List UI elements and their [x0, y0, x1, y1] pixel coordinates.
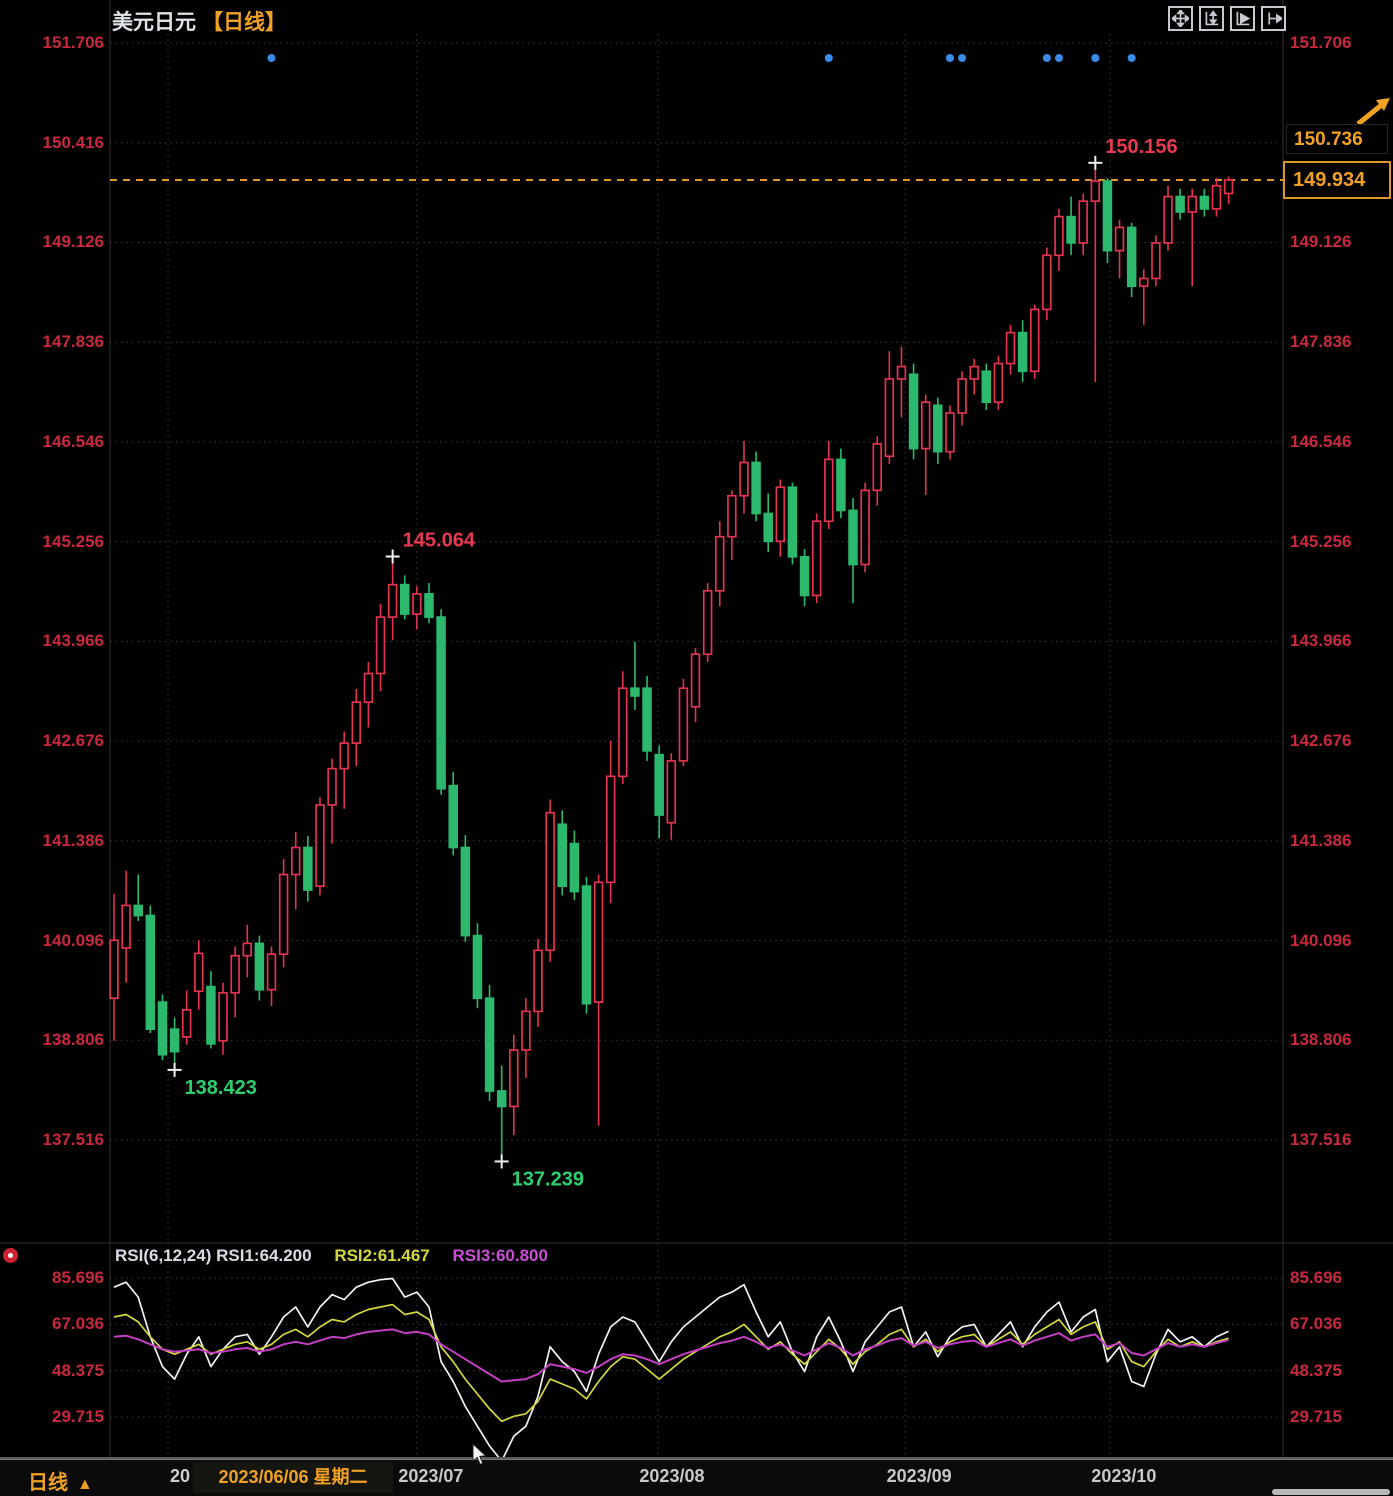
price-axis-label: 143.966 [1290, 631, 1352, 651]
period-dropdown-arrow-icon: ▲ [77, 1476, 93, 1493]
y-axis-scale-icon[interactable] [1199, 6, 1224, 31]
price-axis-label: 149.126 [42, 232, 104, 252]
chart-title: 美元日元 【日线】 [112, 6, 286, 36]
horizontal-scrollbar[interactable] [1272, 1489, 1390, 1495]
price-axis-label: 142.676 [42, 731, 104, 751]
partial-month-label: 20 [170, 1466, 191, 1486]
chart-toolbar [1168, 6, 1286, 31]
extreme-low-label: 138.423 [185, 1077, 257, 1099]
extreme-high-label: 145.064 [403, 529, 476, 551]
price-axis-label: 151.706 [42, 33, 104, 52]
crosshair-date-tooltip: 2023/06/06 星期二 [193, 1462, 393, 1493]
price-axis-label: 149.126 [1290, 232, 1352, 252]
price-axis-label: 142.676 [1290, 731, 1352, 751]
price-up-arrow-icon [1356, 98, 1390, 126]
price-axis-label: 85.696 [1290, 1268, 1342, 1287]
x-axis-play-icon[interactable] [1230, 6, 1255, 31]
price-axis-label: 141.386 [1290, 830, 1352, 850]
signal-dot [945, 54, 954, 62]
price-axis-label: 151.706 [1290, 33, 1352, 52]
month-axis-label: 2023/08 [639, 1466, 705, 1486]
rsi2-value-label: RSI2:61.467 [334, 1246, 430, 1265]
rsi-lines [113, 1277, 1229, 1457]
month-axis-label: 2023/09 [886, 1466, 952, 1486]
month-axis-label: 2023/07 [398, 1466, 464, 1486]
price-axis-label: 138.806 [42, 1030, 104, 1050]
price-axis-label: 137.516 [42, 1130, 104, 1150]
price-axis-label: 137.516 [1290, 1130, 1352, 1150]
price-axis-label: 145.256 [1290, 531, 1352, 551]
jump-to-latest-icon[interactable] [1261, 6, 1286, 31]
current-price-tag: 149.934 [1283, 161, 1391, 199]
period-tag: 【日线】 [202, 11, 286, 34]
signal-dot [267, 54, 276, 62]
signal-dot [958, 54, 967, 62]
price-axis-label: 147.836 [1290, 332, 1352, 352]
price-axis-label: 146.546 [1290, 431, 1352, 451]
extreme-high-label: 150.156 [1105, 136, 1177, 158]
signal-dot [1127, 54, 1136, 62]
symbol-name: 美元日元 [112, 11, 196, 34]
price-axis-label: 143.966 [42, 631, 104, 651]
signal-dot [824, 54, 833, 62]
price-axis-label: 140.096 [42, 930, 104, 950]
period-label-text: 日线 [28, 1472, 68, 1494]
price-axis-label: 29.715 [52, 1407, 104, 1427]
price-axis-label: 146.546 [42, 431, 104, 451]
price-axis-label: 145.256 [42, 531, 104, 551]
month-axis-label: 2023/10 [1091, 1466, 1157, 1486]
signal-dot [1091, 54, 1100, 62]
price-axis-label: 141.386 [42, 830, 104, 850]
price-axis-label: 140.096 [1290, 930, 1352, 950]
price-axis-label: 48.375 [52, 1360, 104, 1380]
session-high-price-tag: 150.736 [1286, 124, 1388, 154]
signal-dot [1054, 54, 1063, 62]
price-axis-label: 48.375 [1290, 1360, 1342, 1380]
price-axis-label: 29.715 [1290, 1407, 1342, 1427]
rsi3-value-label: RSI3:60.800 [452, 1246, 548, 1265]
extreme-low-label: 137.239 [512, 1168, 584, 1190]
move-icon[interactable] [1168, 6, 1193, 31]
candles [109, 162, 1234, 1162]
period-selector[interactable]: 日线 ▲ [28, 1466, 93, 1495]
signal-dot [1042, 54, 1051, 62]
rsi-indicator-header: RSI(6,12,24) RSI1:64.200 RSI2:61.467 RSI… [115, 1246, 548, 1266]
price-axis-label: 67.036 [1290, 1314, 1342, 1334]
rsi1-value-label: RSI1:64.200 [216, 1246, 312, 1265]
rsi-params-label: RSI(6,12,24) [115, 1246, 212, 1265]
price-axis-label: 138.806 [1290, 1030, 1352, 1050]
price-axis-label: 67.036 [52, 1314, 104, 1334]
price-axis-label: 147.836 [42, 332, 104, 352]
price-axis-label: 150.416 [42, 132, 104, 152]
indicator-settings-icon[interactable] [3, 1248, 18, 1263]
mouse-cursor-icon [472, 1443, 487, 1466]
price-axis-label: 85.696 [52, 1268, 104, 1287]
